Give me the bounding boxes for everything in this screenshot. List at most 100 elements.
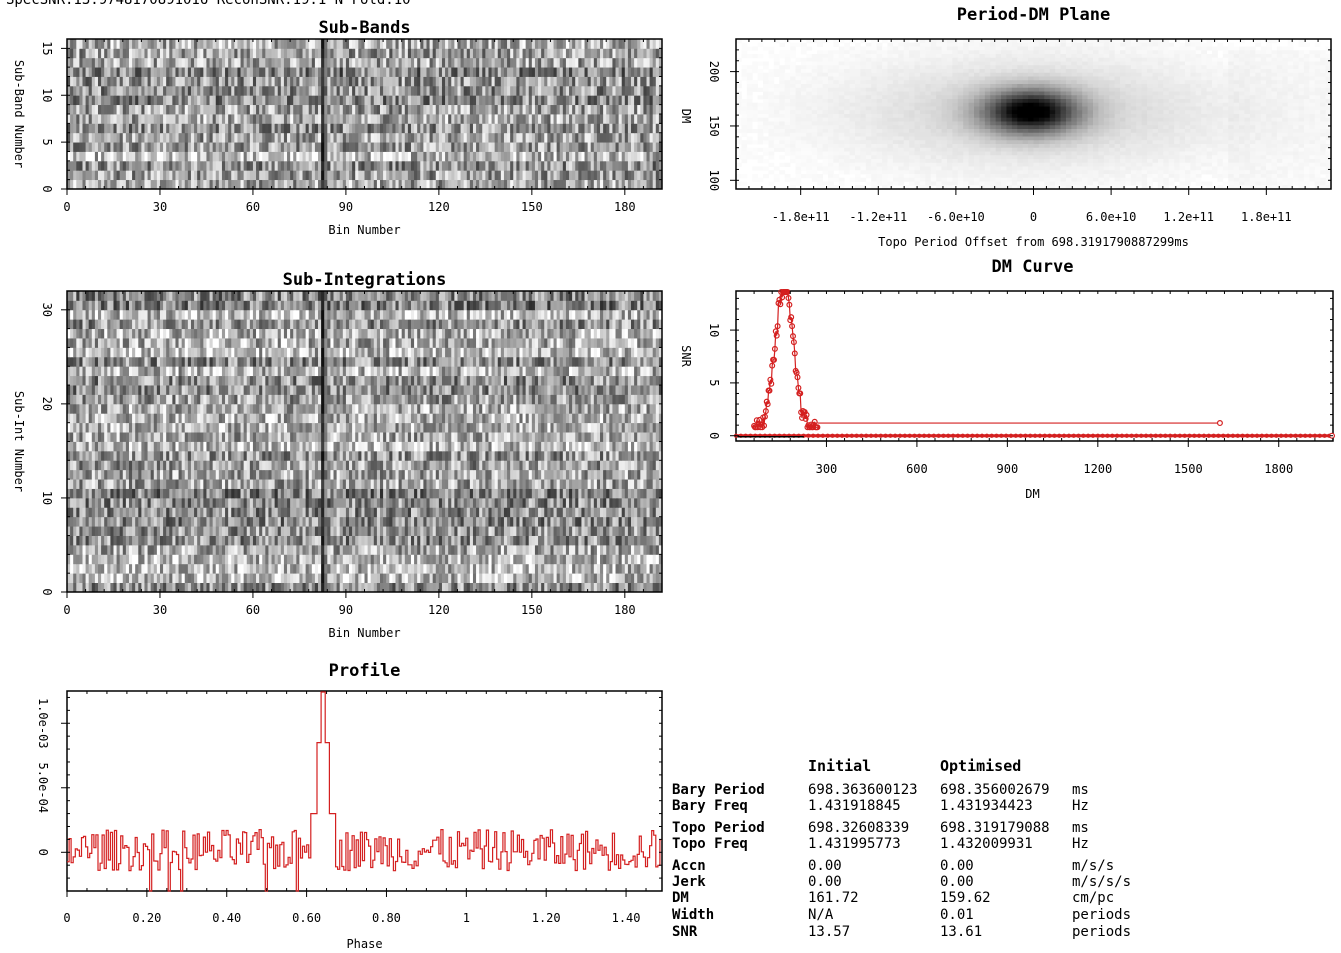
heatmap-cell (379, 95, 384, 106)
heatmap-cell (132, 48, 136, 59)
heatmap-cell (417, 85, 421, 96)
heatmap-cell (243, 544, 248, 555)
heatmap-cell (290, 573, 294, 583)
heatmap-cell (299, 563, 303, 574)
heatmap-cell (225, 526, 229, 536)
heatmap-cell (271, 104, 276, 115)
heatmap-cell (587, 95, 592, 106)
heatmap-cell (125, 85, 130, 96)
heatmap-cell (655, 160, 660, 171)
heatmap-cell (528, 142, 533, 152)
heatmap-cell (500, 160, 505, 171)
heatmap-cell (584, 132, 589, 143)
heatmap-cell (259, 57, 263, 68)
heatmap-cell (330, 76, 334, 87)
heatmap-cell (327, 573, 331, 583)
heatmap-cell (600, 554, 604, 565)
heatmap-cell (314, 507, 319, 518)
heatmap-cell (479, 170, 483, 181)
heatmap-cell (91, 526, 96, 536)
heatmap-cell (200, 507, 204, 518)
heatmap-cell (553, 142, 558, 152)
heatmap-cell (101, 142, 105, 152)
heatmap-cell (308, 544, 313, 555)
heatmap-cell (218, 104, 223, 115)
heatmap-cell (147, 151, 152, 162)
heatmap-cell (559, 526, 564, 536)
heatmap-cell (590, 123, 595, 134)
heatmap-cell (615, 544, 620, 555)
heatmap-cell (637, 95, 641, 106)
heatmap-cell (107, 573, 111, 583)
heatmap-cell (603, 39, 607, 49)
heatmap-cell (565, 179, 570, 190)
heatmap-cell (631, 563, 635, 574)
heatmap-cell (67, 151, 71, 162)
heatmap-cell (277, 123, 282, 134)
heatmap-cell (472, 85, 477, 96)
heatmap-cell (593, 582, 598, 593)
heatmap-cell (658, 48, 663, 59)
heatmap-cell (476, 85, 480, 96)
heatmap-cell (407, 114, 412, 124)
heatmap-cell (88, 85, 93, 96)
heatmap-cell (262, 170, 266, 181)
heatmap-cell (212, 582, 217, 593)
heatmap-cell (507, 95, 511, 106)
heatmap-cell (553, 554, 558, 565)
heatmap-cell (361, 554, 365, 565)
heatmap-cell (497, 151, 502, 162)
heatmap-cell (435, 151, 440, 162)
heatmap-cell (609, 95, 613, 106)
heatmap-cell (330, 516, 334, 527)
heatmap-cell (318, 85, 322, 96)
heatmap-cell (125, 48, 130, 59)
heatmap-cell (249, 516, 254, 527)
heatmap-cell (646, 48, 651, 59)
heatmap-cell (395, 142, 399, 152)
heatmap-cell (513, 526, 517, 536)
heatmap-cell (203, 582, 207, 593)
heatmap-cell (358, 57, 362, 68)
heatmap-cell (367, 67, 372, 77)
heatmap-cell (494, 67, 499, 77)
heatmap-cell (621, 535, 626, 546)
heatmap-cell (398, 160, 403, 171)
heatmap-cell (324, 57, 328, 68)
heatmap-cell (234, 497, 238, 508)
heatmap-cell (556, 170, 561, 181)
heatmap-cell (246, 48, 251, 59)
heatmap-cell (454, 67, 458, 77)
heatmap-cell (476, 582, 480, 593)
heatmap-cell (225, 85, 229, 96)
heatmap-cell (612, 76, 616, 87)
heatmap-cell (417, 573, 421, 583)
heatmap-cell (513, 85, 517, 96)
heatmap-cell (209, 563, 214, 574)
heatmap-cell (575, 535, 579, 546)
heatmap-cell (153, 85, 158, 96)
heatmap-cell (333, 123, 338, 134)
heatmap-cell (494, 544, 499, 555)
heatmap-cell (634, 67, 638, 77)
heatmap-cell (386, 132, 390, 143)
heatmap-cell (311, 151, 316, 162)
heatmap-cell (435, 76, 440, 87)
heatmap-cell (609, 179, 613, 190)
heatmap-cell (609, 160, 613, 171)
heatmap-cell (401, 151, 406, 162)
heatmap-cell (358, 85, 362, 96)
heatmap-cell (194, 516, 198, 527)
heatmap-cell (420, 526, 424, 536)
heatmap-cell (200, 76, 204, 87)
heatmap-cell (488, 544, 492, 555)
heatmap-cell (76, 39, 80, 49)
heatmap-cell (116, 507, 121, 518)
heatmap-cell (600, 179, 604, 190)
heatmap-cell (252, 516, 257, 527)
heatmap-cell (559, 535, 564, 546)
heatmap-cell (94, 48, 99, 59)
heatmap-cell (280, 39, 285, 49)
heatmap-cell (228, 142, 232, 152)
heatmap-cell (287, 142, 291, 152)
